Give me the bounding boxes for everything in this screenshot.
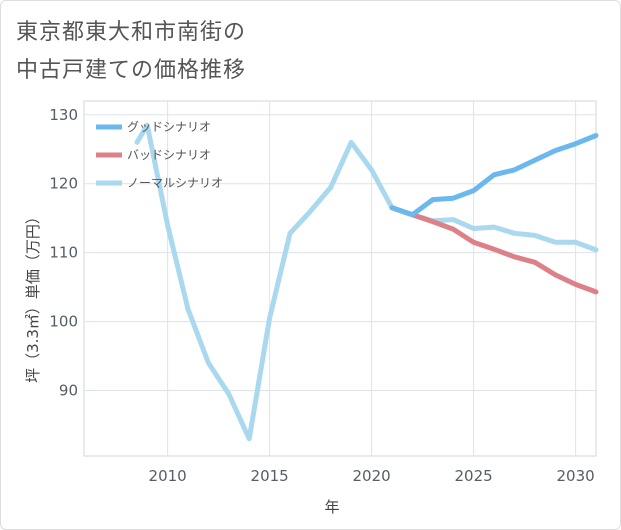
y-tick-label: 120 xyxy=(49,175,78,193)
x-axis-label: 年 xyxy=(324,498,339,516)
grid-lines xyxy=(84,101,596,456)
plot-area xyxy=(83,100,597,457)
tick-labels: 2010 2015 2020 2025 2030 90 100 110 120 130 xyxy=(49,106,594,485)
y-tick-label: 110 xyxy=(49,244,78,262)
legend-label: グッドシナリオ xyxy=(127,120,211,134)
chart-title-line-1: 東京都東大和市南街の xyxy=(16,20,247,45)
chart-title: 東京都東大和市南街の 中古戸建ての価格推移 xyxy=(16,14,576,90)
x-tick-label: 2020 xyxy=(353,467,391,485)
y-tick-label: 130 xyxy=(49,106,78,124)
chart-title-line-2: 中古戸建ての価格推移 xyxy=(16,58,247,83)
series-line-1 xyxy=(389,133,599,218)
x-tick-label: 2015 xyxy=(251,467,289,485)
x-tick-label: 2025 xyxy=(455,467,493,485)
x-tick-label: 2030 xyxy=(557,467,595,485)
y-tick-label: 90 xyxy=(59,382,78,400)
y-axis-label: 坪（3.3㎡）単価（万円） xyxy=(24,209,42,383)
y-tick-label: 100 xyxy=(49,313,78,331)
series-lines xyxy=(134,122,599,442)
series-line-3 xyxy=(134,122,599,442)
legend-label: バッドシナリオ xyxy=(127,148,211,162)
series-line-2 xyxy=(389,205,599,295)
legend-label: ノーマルシナリオ xyxy=(127,176,223,190)
x-tick-label: 2010 xyxy=(149,467,187,485)
